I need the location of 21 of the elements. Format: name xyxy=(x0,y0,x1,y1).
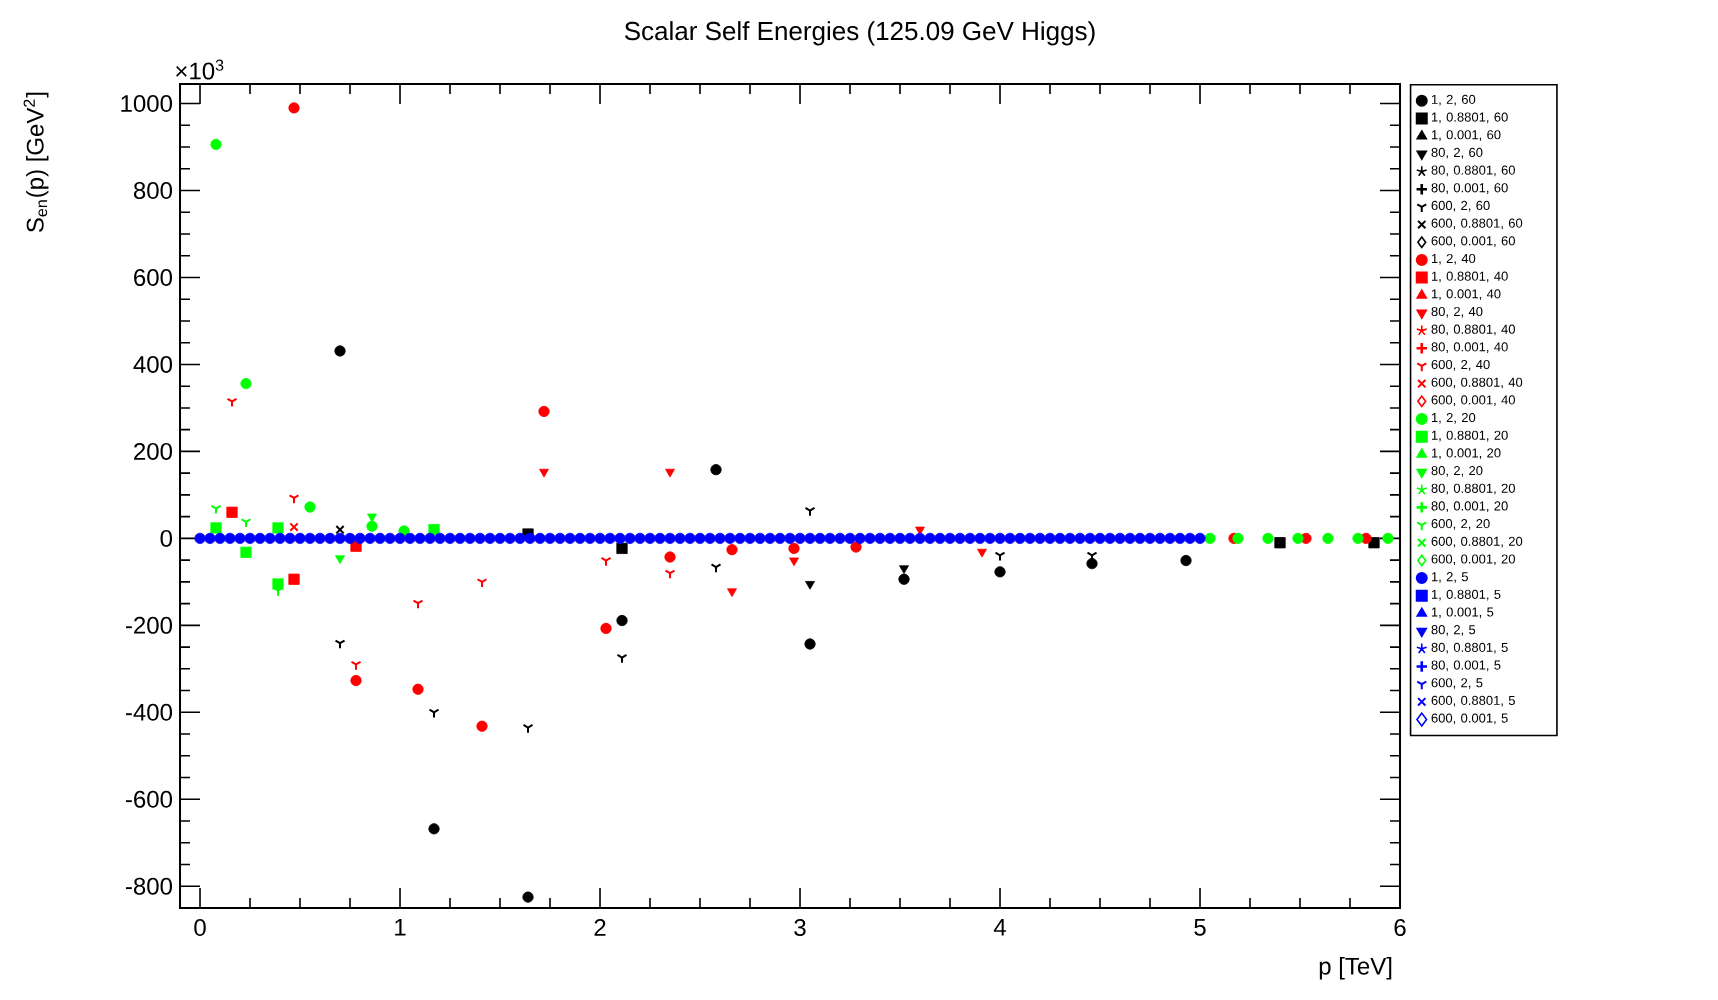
x-tick-label: 2 xyxy=(594,919,606,936)
x-tick-label: 1 xyxy=(395,919,406,936)
x-axis-title: p [TeV] xyxy=(1319,957,1392,980)
x-tick-label: 3 xyxy=(794,919,806,937)
y-tick-label: 200 xyxy=(134,442,173,460)
y-tick-label: 0 xyxy=(160,529,173,547)
text: ×10$^{3}$ xyxy=(176,59,224,80)
y-tick-label: 1000 xyxy=(121,95,173,113)
x-tick-label: 5 xyxy=(1194,919,1206,936)
y-tick-label: 600 xyxy=(134,268,173,286)
x-tick-label: 0 xyxy=(194,919,206,937)
y-tick-label: -400 xyxy=(125,703,173,721)
x-tick-label: 4 xyxy=(993,919,1006,936)
y-tick-label: -800 xyxy=(125,877,173,895)
y-tick-label: -200 xyxy=(125,616,173,634)
y-tick-label: 400 xyxy=(133,355,173,373)
y-tick-label: -600 xyxy=(125,790,173,808)
chart-title: Scalar Self Energies (125.09 GeV Higgs) xyxy=(624,21,1095,46)
x-tick-label: 6 xyxy=(1394,919,1406,937)
y-axis-title: S$_{en}$(p) [GeV$^{2}$] xyxy=(23,92,49,233)
y-tick-label: 800 xyxy=(133,182,173,199)
